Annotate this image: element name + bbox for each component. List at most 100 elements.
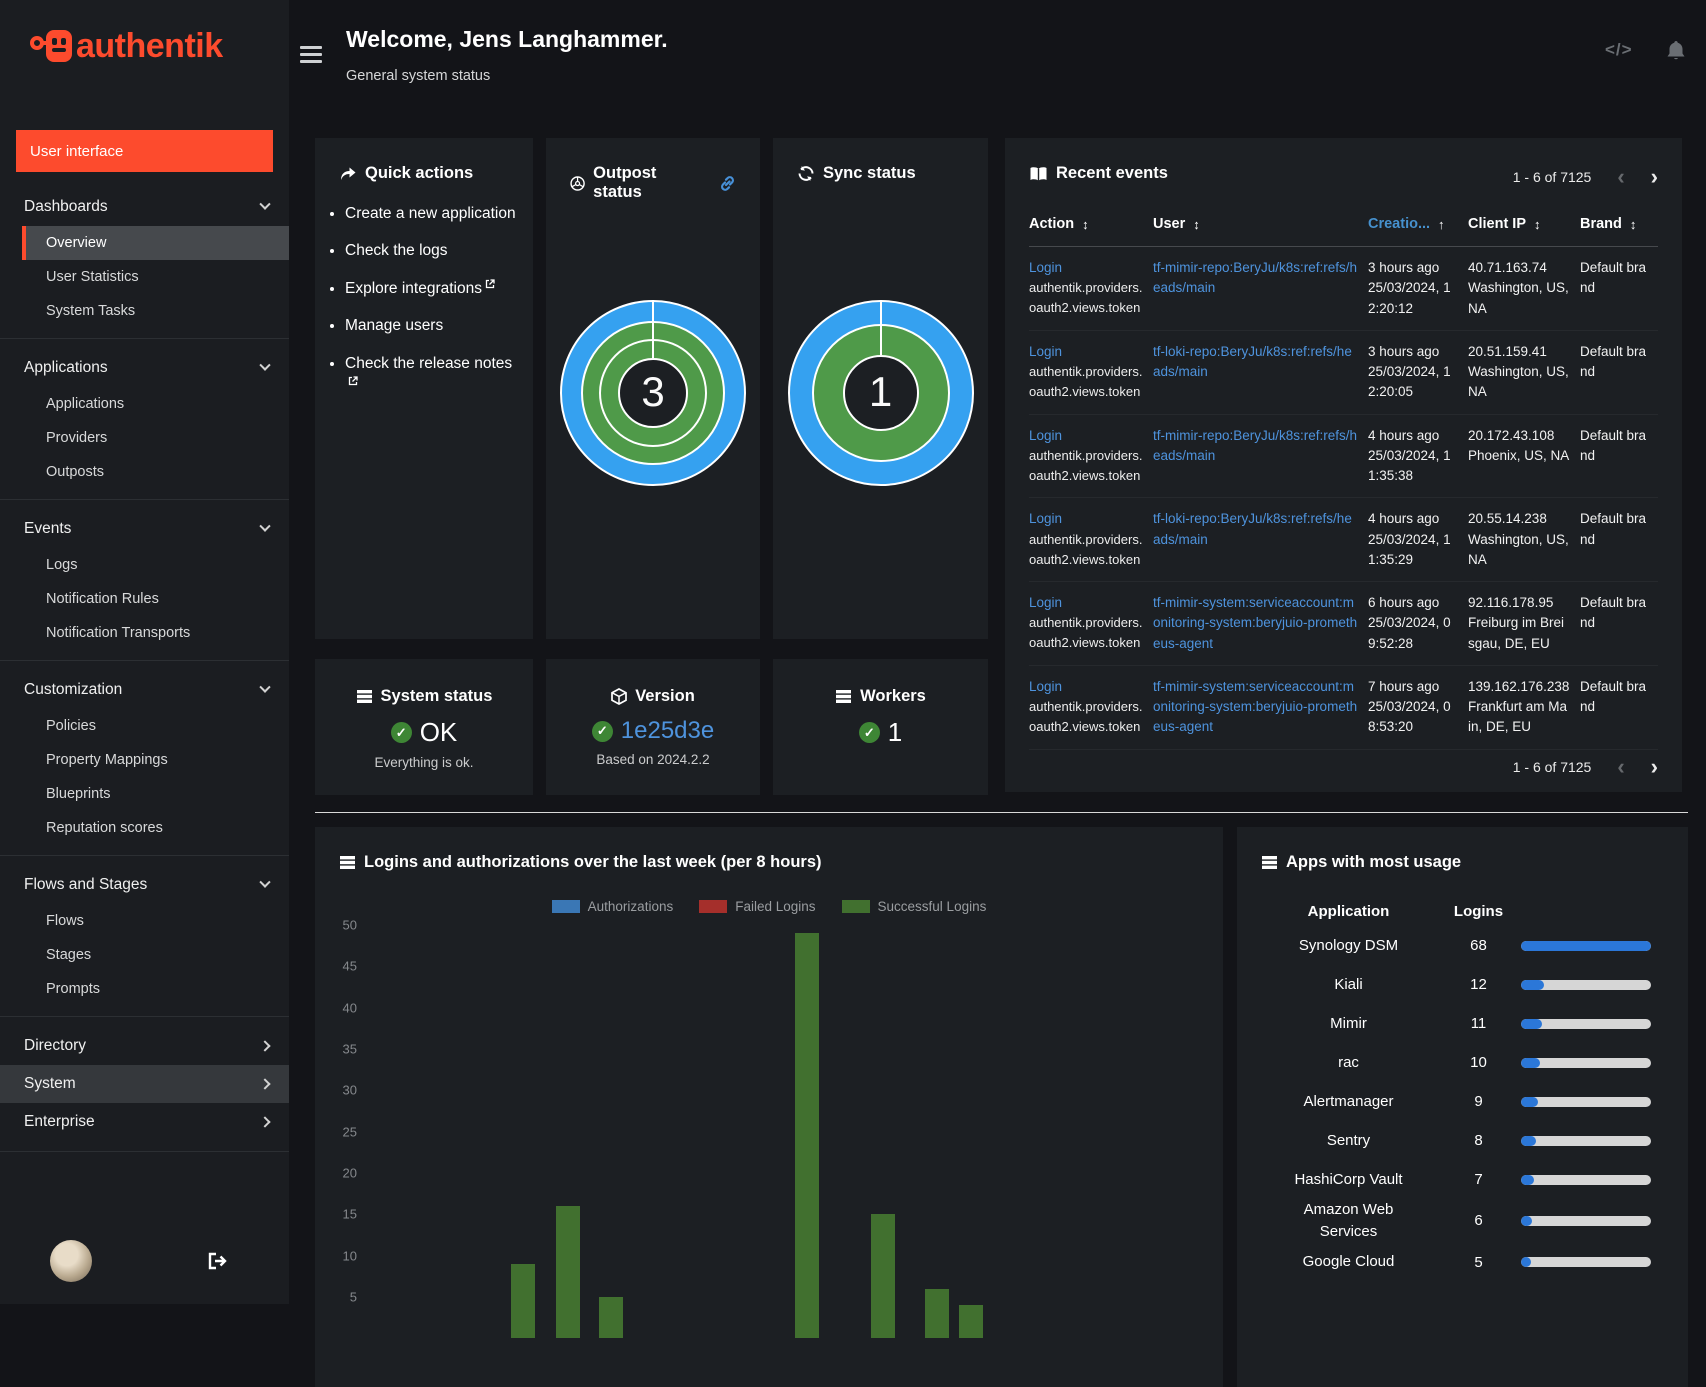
sidebar-item-reputation-scores[interactable]: Reputation scores bbox=[46, 820, 163, 836]
column-header-creatio-[interactable]: Creatio... ↑ bbox=[1368, 216, 1468, 232]
event-action-link[interactable]: Login bbox=[1029, 678, 1063, 694]
sidebar-section-enterprise[interactable]: Enterprise bbox=[0, 1103, 289, 1141]
sort-icon[interactable]: ↕ bbox=[1629, 216, 1637, 232]
sidebar-item-applications[interactable]: Applications bbox=[46, 396, 125, 412]
legend-label: Failed Logins bbox=[735, 899, 816, 914]
sidebar-divider bbox=[0, 1151, 289, 1152]
sidebar-section-label: Events bbox=[24, 520, 72, 537]
version-value[interactable]: 1e25d3e bbox=[620, 717, 715, 744]
sidebar-section-flows-and-stages[interactable]: Flows and Stages bbox=[0, 866, 289, 904]
chevron-down-icon bbox=[259, 359, 271, 371]
sidebar-item-prompts[interactable]: Prompts bbox=[46, 981, 100, 997]
event-action-link[interactable]: Login bbox=[1029, 595, 1063, 610]
event-user-link[interactable]: tf-mimir-system:serviceaccount:monitorin… bbox=[1153, 595, 1358, 651]
legend-item-successful-logins[interactable]: Successful Logins bbox=[841, 899, 987, 914]
app-login-count: 10 bbox=[1470, 1054, 1487, 1071]
sort-icon[interactable]: ↕ bbox=[1193, 216, 1200, 232]
sidebar-section-label: Directory bbox=[24, 1037, 87, 1054]
sidebar-section-events[interactable]: Events bbox=[0, 510, 289, 548]
sidebar-item-providers[interactable]: Providers bbox=[46, 430, 108, 446]
sidebar-divider bbox=[0, 338, 289, 339]
donut-segment-divider bbox=[652, 300, 654, 358]
chart-bar-successful-logins bbox=[794, 933, 819, 1339]
sidebar-item-outposts[interactable]: Outposts bbox=[46, 464, 105, 480]
quick-action-check-the-release-notes[interactable]: Check the release notes bbox=[345, 353, 533, 398]
pagination-next-icon[interactable]: › bbox=[1650, 754, 1658, 779]
app-usage-row: Mimir 11 bbox=[1261, 1004, 1664, 1043]
column-header-action[interactable]: Action ↕ bbox=[1029, 216, 1153, 232]
system-status-subtitle: Everything is ok. bbox=[374, 755, 474, 770]
sort-ascending-icon[interactable]: ↑ bbox=[1438, 216, 1445, 232]
sidebar-section-directory[interactable]: Directory bbox=[0, 1027, 289, 1065]
notifications-bell-icon[interactable] bbox=[1666, 40, 1686, 62]
app-usage-bar-track bbox=[1521, 1135, 1651, 1146]
app-login-count: 68 bbox=[1470, 937, 1487, 954]
sidebar-section-system[interactable]: System bbox=[0, 1065, 289, 1103]
sidebar-item-flows[interactable]: Flows bbox=[46, 913, 84, 929]
event-user-cell: tf-mimir-repo:BeryJu/k8s:ref:refs/heads/… bbox=[1153, 426, 1368, 487]
link-icon[interactable] bbox=[719, 175, 736, 192]
workers-card: Workers ✓ 1 bbox=[773, 659, 988, 795]
sidebar-item-logs[interactable]: Logs bbox=[46, 557, 78, 573]
column-header-client-ip[interactable]: Client IP ↕ bbox=[1468, 216, 1580, 232]
app-usage-bar-fill bbox=[1521, 1057, 1541, 1068]
events-pagination-bottom: 1 - 6 of 7125 ‹ › bbox=[1513, 756, 1658, 778]
sort-icon[interactable]: ↕ bbox=[1082, 216, 1089, 232]
event-action-link[interactable]: Login bbox=[1029, 511, 1063, 527]
app-name: Alertmanager bbox=[1303, 1092, 1394, 1110]
quick-action-create-a-new-application[interactable]: Create a new application bbox=[345, 203, 533, 225]
pagination-prev-icon[interactable]: ‹ bbox=[1617, 164, 1625, 189]
apps-usage-title: Apps with most usage bbox=[1286, 853, 1462, 871]
sidebar-item-property-mappings[interactable]: Property Mappings bbox=[46, 752, 168, 768]
sidebar-item-blueprints[interactable]: Blueprints bbox=[46, 786, 111, 802]
event-timestamp: 25/03/2024, 08:53:20 bbox=[1368, 699, 1451, 735]
pagination-prev-icon[interactable]: ‹ bbox=[1617, 754, 1625, 779]
event-user-link[interactable]: tf-loki-repo:BeryJu/k8s:ref:refs/heads/m… bbox=[1153, 511, 1352, 547]
sync-status-title: Sync status bbox=[823, 164, 916, 182]
avatar[interactable] bbox=[50, 1240, 92, 1282]
quick-action-check-the-logs[interactable]: Check the logs bbox=[345, 240, 533, 262]
column-header-brand[interactable]: Brand ↕ bbox=[1580, 216, 1658, 232]
event-user-link[interactable]: tf-mimir-system:serviceaccount:monitorin… bbox=[1153, 678, 1358, 735]
section-divider bbox=[315, 812, 1688, 813]
event-action-link[interactable]: Login bbox=[1029, 427, 1063, 443]
api-code-icon[interactable]: </> bbox=[1605, 40, 1633, 59]
event-action-link[interactable]: Login bbox=[1029, 260, 1063, 275]
sidebar-item-notification-transports[interactable]: Notification Transports bbox=[46, 625, 191, 641]
legend-item-failed-logins[interactable]: Failed Logins bbox=[699, 899, 816, 914]
quick-action-explore-integrations[interactable]: Explore integrations bbox=[345, 278, 533, 300]
event-user-link[interactable]: tf-loki-repo:BeryJu/k8s:ref:refs/heads/m… bbox=[1153, 343, 1352, 379]
event-timestamp: 25/03/2024, 09:52:28 bbox=[1368, 615, 1451, 651]
sidebar-item-overview[interactable]: Overview bbox=[22, 226, 289, 260]
column-header-label: Brand bbox=[1580, 216, 1622, 232]
hamburger-menu-icon[interactable] bbox=[300, 46, 322, 67]
sidebar-item-policies[interactable]: Policies bbox=[46, 718, 96, 734]
app-login-count: 11 bbox=[1470, 1015, 1487, 1032]
user-interface-button[interactable]: User interface bbox=[16, 130, 273, 172]
sidebar-item-stages[interactable]: Stages bbox=[46, 947, 92, 963]
event-action-context: authentik.providers.oauth2.views.token bbox=[1029, 615, 1143, 651]
events-header-row: Action ↕ User ↕ Creatio... ↑ Client IP ↕ Brand ↕ bbox=[1029, 204, 1658, 247]
column-header-user[interactable]: User ↕ bbox=[1153, 216, 1368, 232]
sort-icon[interactable]: ↕ bbox=[1534, 216, 1541, 232]
sidebar-section-customization[interactable]: Customization bbox=[0, 671, 289, 709]
sidebar-section-dashboards[interactable]: Dashboards bbox=[0, 188, 289, 226]
sidebar-section-label: Customization bbox=[24, 681, 123, 698]
sidebar-item-user-statistics[interactable]: User Statistics bbox=[46, 269, 139, 285]
legend-label: Successful Logins bbox=[877, 899, 987, 914]
chevron-down-icon bbox=[259, 198, 271, 210]
sidebar-section-label: Dashboards bbox=[24, 198, 108, 215]
sidebar-item-notification-rules[interactable]: Notification Rules bbox=[46, 591, 159, 607]
event-user-link[interactable]: tf-mimir-repo:BeryJu/k8s:ref:refs/heads/… bbox=[1153, 260, 1358, 296]
chart-plot-area bbox=[363, 925, 1216, 1387]
pagination-next-icon[interactable]: › bbox=[1650, 164, 1658, 189]
sidebar-section-applications[interactable]: Applications bbox=[0, 349, 289, 387]
event-location: Freiburg im Breisgau, DE, EU bbox=[1468, 615, 1565, 651]
event-user-link[interactable]: tf-mimir-repo:BeryJu/k8s:ref:refs/heads/… bbox=[1153, 427, 1358, 463]
legend-item-authorizations[interactable]: Authorizations bbox=[551, 899, 673, 914]
logout-icon[interactable] bbox=[207, 1252, 227, 1270]
sidebar-item-system-tasks[interactable]: System Tasks bbox=[46, 303, 136, 319]
app-usage-bar-cell bbox=[1521, 1215, 1664, 1226]
quick-action-manage-users[interactable]: Manage users bbox=[345, 315, 533, 337]
event-action-link[interactable]: Login bbox=[1029, 343, 1063, 359]
